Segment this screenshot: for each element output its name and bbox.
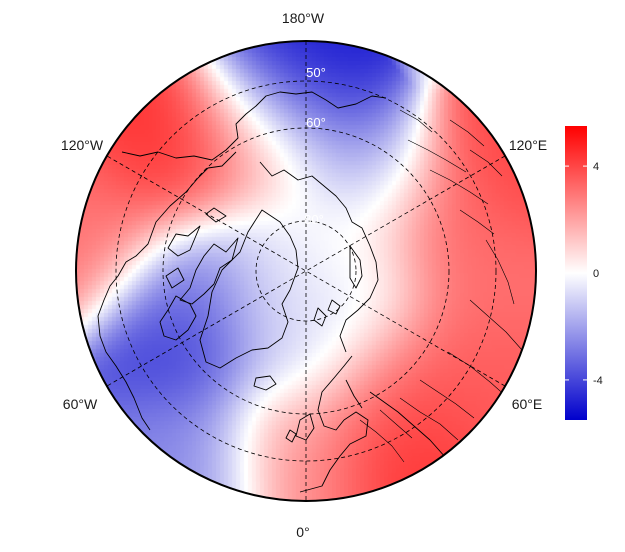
bering-coastline — [121, 91, 387, 161]
iceland-coastline — [253, 375, 277, 391]
colorbar-tick-label: 0 — [593, 268, 599, 280]
lat-label-50: 50° — [306, 65, 326, 80]
lat-label-60: 60° — [306, 115, 326, 130]
country-borders — [359, 109, 523, 463]
colorbar-ticks: 4 0 -4 — [565, 161, 603, 387]
lon-label-180w: 180°W — [282, 10, 325, 26]
colorbar-gradient — [565, 126, 587, 420]
latitude-circle-50 — [115, 80, 497, 462]
coastlines — [97, 91, 523, 493]
arctic-islands — [313, 245, 363, 327]
colorbar-tick-label: -4 — [593, 375, 603, 387]
lon-label-60w: 60°W — [63, 396, 98, 412]
canadian-archipelago — [165, 207, 239, 305]
anomaly-raster — [76, 41, 536, 501]
greenland-coastline — [199, 209, 299, 369]
lon-label-0: 0° — [296, 524, 309, 540]
colorbar-tick-label: 4 — [593, 161, 599, 173]
siberia-coastline — [259, 161, 379, 353]
lon-label-120e: 120°E — [509, 137, 547, 153]
british-isles — [285, 413, 315, 443]
lon-label-60e: 60°E — [512, 396, 543, 412]
map-boundary — [75, 40, 537, 502]
colorbar: 4 0 -4 — [565, 126, 603, 420]
anomaly-field — [76, 41, 536, 501]
lat-label-80: 80° — [304, 212, 324, 227]
lon-label-120w: 120°W — [61, 137, 104, 153]
graticule — [106, 41, 506, 501]
